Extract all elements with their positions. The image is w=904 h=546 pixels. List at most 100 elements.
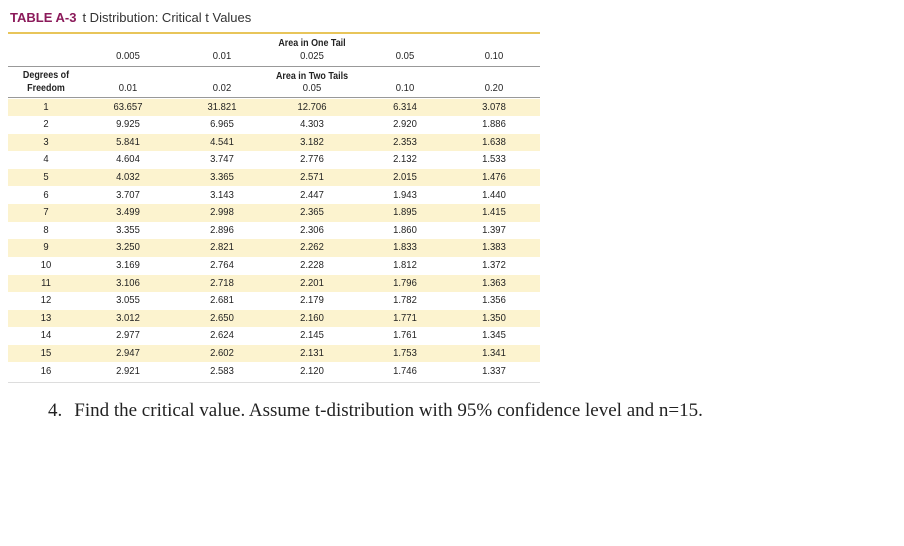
critical-value: 1.812 — [393, 258, 417, 271]
df-value: 12 — [40, 294, 52, 307]
header-rule — [8, 97, 540, 98]
one-tail-value: 0.10 — [484, 50, 504, 62]
critical-value: 2.896 — [210, 223, 234, 236]
df-value: 9 — [43, 241, 49, 254]
two-tail-value: 0.01 — [118, 82, 138, 94]
critical-value: 1.638 — [482, 135, 506, 148]
critical-value: 2.947 — [116, 346, 140, 359]
critical-value: 1.372 — [482, 258, 506, 271]
critical-value: 1.833 — [393, 241, 417, 254]
critical-value: 3.182 — [300, 135, 324, 148]
one-tail-value: 0.005 — [116, 50, 140, 62]
critical-value: 2.681 — [210, 294, 234, 307]
critical-value: 6.965 — [210, 118, 234, 131]
critical-value: 1.895 — [393, 206, 417, 219]
table-label: TABLE A-3 — [10, 10, 77, 25]
critical-value: 3.365 — [210, 170, 234, 183]
critical-value: 3.055 — [116, 294, 140, 307]
critical-value: 2.921 — [116, 364, 140, 377]
critical-value: 2.718 — [210, 276, 234, 289]
critical-value: 2.131 — [300, 346, 324, 359]
two-tail-value: 0.02 — [212, 82, 232, 94]
critical-value: 2.262 — [300, 241, 324, 254]
df-value: 7 — [43, 206, 49, 219]
critical-value: 2.920 — [393, 118, 417, 131]
critical-value: 1.782 — [393, 294, 417, 307]
question-text: Find the critical value. Assume t-distri… — [74, 400, 703, 421]
critical-value: 1.796 — [393, 276, 417, 289]
critical-value: 3.499 — [116, 206, 140, 219]
critical-value: 2.228 — [300, 258, 324, 271]
df-value: 11 — [41, 276, 51, 289]
critical-value: 1.943 — [393, 188, 417, 201]
critical-value: 2.160 — [300, 311, 324, 324]
critical-value: 2.201 — [300, 276, 324, 289]
critical-value: 1.860 — [393, 223, 417, 236]
critical-value: 2.821 — [210, 241, 234, 254]
critical-value: 3.012 — [116, 311, 140, 324]
row-band — [8, 98, 540, 117]
one-tail-heading: Area in One Tail — [278, 37, 346, 49]
row-band — [8, 133, 540, 152]
df-value: 10 — [40, 258, 52, 271]
critical-value: 31.821 — [207, 100, 237, 113]
critical-value: 12.706 — [297, 100, 327, 113]
critical-value: 1.383 — [482, 241, 506, 254]
critical-value: 63.657 — [113, 100, 143, 113]
critical-value: 2.120 — [300, 364, 324, 377]
critical-value: 1.341 — [482, 346, 506, 359]
critical-value: 3.106 — [116, 276, 140, 289]
one-tail-value: 0.05 — [395, 50, 415, 62]
critical-value: 1.345 — [482, 329, 506, 342]
critical-value: 4.303 — [300, 118, 324, 131]
critical-value: 2.977 — [116, 329, 140, 342]
critical-value: 2.145 — [300, 329, 324, 342]
critical-value: 2.132 — [393, 153, 417, 166]
two-tail-value: 0.05 — [302, 82, 322, 94]
critical-value: 1.771 — [393, 311, 417, 324]
critical-value: 2.365 — [300, 206, 324, 219]
critical-value: 3.355 — [116, 223, 140, 236]
critical-value: 2.571 — [300, 170, 324, 183]
critical-value: 2.306 — [300, 223, 324, 236]
critical-value: 3.707 — [116, 188, 140, 201]
two-tail-value: 0.10 — [395, 82, 415, 94]
mid-rule — [8, 66, 540, 67]
critical-value: 1.350 — [482, 311, 506, 324]
critical-value: 2.179 — [300, 294, 324, 307]
row-band — [8, 204, 540, 222]
critical-value: 1.746 — [393, 364, 417, 377]
df-value: 13 — [40, 311, 52, 324]
critical-value: 5.841 — [116, 135, 140, 148]
critical-value: 9.925 — [116, 118, 140, 131]
df-value: 4 — [43, 153, 49, 166]
row-band — [8, 168, 540, 187]
critical-value: 1.356 — [482, 294, 506, 307]
row-band — [8, 274, 540, 293]
critical-value: 2.998 — [210, 206, 234, 219]
critical-value: 3.169 — [116, 258, 140, 271]
critical-value: 2.624 — [210, 329, 234, 342]
critical-value: 3.078 — [482, 100, 506, 113]
critical-value: 1.533 — [482, 153, 506, 166]
row-band — [8, 309, 540, 328]
df-value: 14 — [40, 329, 52, 342]
two-tail-value: 0.20 — [484, 82, 504, 94]
critical-value: 1.363 — [482, 276, 506, 289]
row-band — [8, 344, 540, 363]
critical-value: 3.143 — [210, 188, 234, 201]
critical-value: 1.337 — [482, 364, 506, 377]
critical-value: 1.753 — [393, 346, 417, 359]
title-row: TABLE A-3 t Distribution: Critical t Valu… — [10, 10, 251, 25]
critical-value: 3.747 — [210, 153, 234, 166]
one-tail-value: 0.025 — [300, 50, 324, 62]
df-heading: Degrees of Freedom — [22, 69, 70, 94]
critical-value: 1.886 — [482, 118, 506, 131]
critical-value: 1.440 — [482, 188, 506, 201]
critical-value: 4.032 — [116, 170, 140, 183]
top-rule — [8, 32, 540, 34]
critical-value: 2.353 — [393, 135, 417, 148]
clipped-row — [8, 382, 540, 388]
table-title: t Distribution: Critical t Values — [82, 10, 252, 25]
